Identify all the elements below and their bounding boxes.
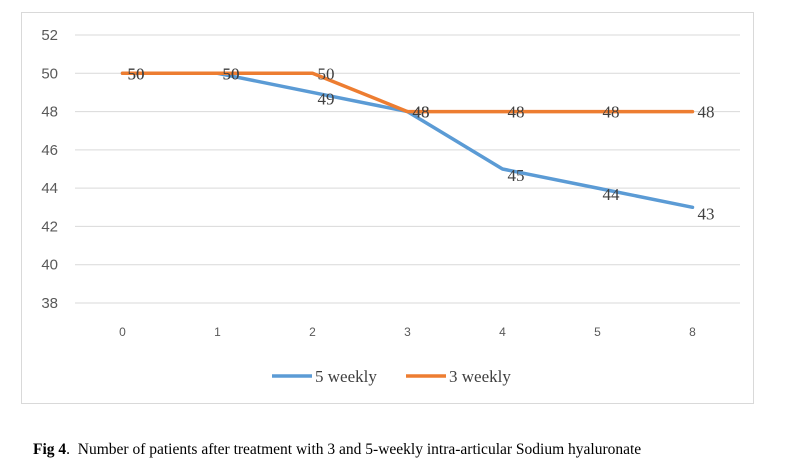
- data-label-3-weekly-5: 48: [603, 103, 620, 122]
- x-tick-label-1: 1: [214, 325, 221, 339]
- x-tick-label-8: 8: [689, 325, 696, 339]
- data-label-5-weekly-6: 43: [698, 204, 715, 223]
- chart-frame: 52 50 48 46 44 42 40 38 0 1 2 3 4 5 8 50 50 49 48 45 44 43 50 5…: [21, 12, 754, 404]
- y-tick-label-40: 40: [41, 257, 58, 274]
- data-label-5-weekly-0: 50: [128, 64, 145, 83]
- y-tick-label-50: 50: [41, 65, 58, 82]
- y-tick-label-52: 52: [41, 27, 58, 44]
- data-label-5-weekly-4: 45: [508, 166, 525, 185]
- data-label-3-weekly-2: 50: [318, 64, 335, 83]
- x-tick-label-2: 2: [309, 325, 316, 339]
- data-label-5-weekly-1: 50: [223, 64, 240, 83]
- data-label-3-weekly-6: 48: [698, 103, 715, 122]
- legend-label-3-weekly: 3 weekly: [449, 367, 511, 386]
- data-label-3-weekly-0: 50: [128, 64, 145, 83]
- y-tick-label-46: 46: [41, 142, 58, 159]
- x-tick-label-5: 5: [594, 325, 601, 339]
- x-tick-label-4: 4: [499, 325, 506, 339]
- y-tick-label-48: 48: [41, 104, 58, 121]
- y-tick-label-44: 44: [41, 180, 58, 197]
- data-label-3-weekly-3: 48: [413, 103, 430, 122]
- legend-label-5-weekly: 5 weekly: [315, 367, 377, 386]
- caption-text: Number of patients after treatment with …: [77, 441, 642, 458]
- x-tick-label-0: 0: [119, 325, 126, 339]
- caption-label: Fig 4: [33, 441, 67, 458]
- y-tick-label-42: 42: [41, 218, 58, 235]
- data-label-3-weekly-1: 50: [223, 64, 240, 83]
- x-tick-label-3: 3: [404, 325, 411, 339]
- figure-caption: Fig 4. Number of patients after treatmen…: [33, 441, 773, 459]
- caption-period: .: [66, 441, 78, 458]
- data-label-5-weekly-5: 44: [603, 185, 621, 204]
- series-line-3-weekly: [120, 71, 695, 114]
- data-label-5-weekly-3: 48: [413, 103, 430, 122]
- y-tick-label-38: 38: [41, 295, 58, 312]
- data-label-3-weekly-4: 48: [508, 103, 525, 122]
- data-label-5-weekly-2: 49: [318, 89, 335, 108]
